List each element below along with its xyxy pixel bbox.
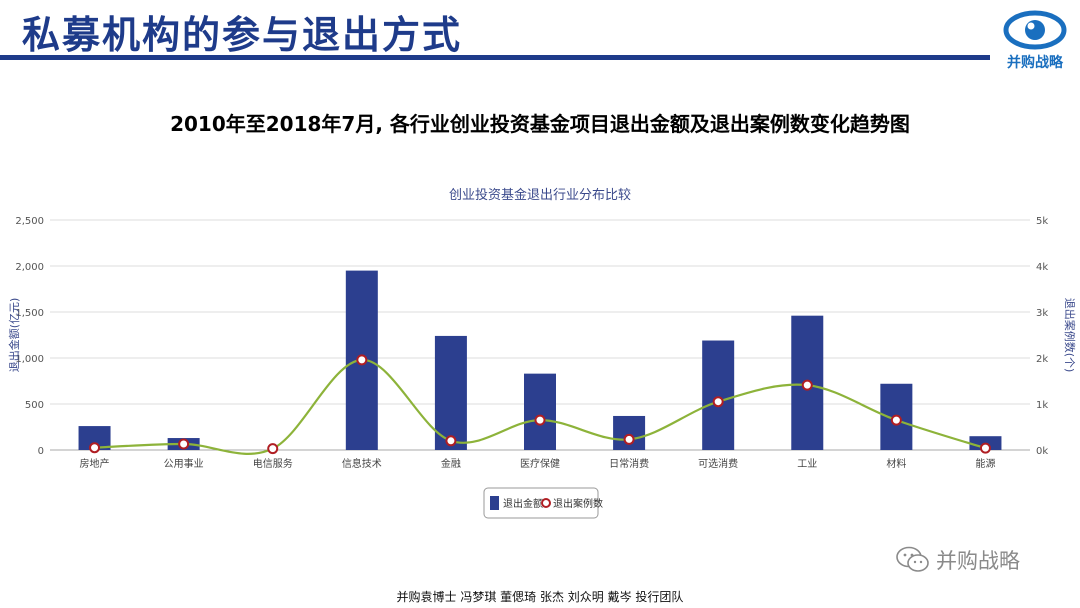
brand-logo: 并购战略	[995, 8, 1075, 71]
line-point	[89, 442, 101, 454]
x-tick-label: 可选消费	[698, 457, 738, 470]
logo-text: 并购战略	[1007, 55, 1063, 71]
line-point	[445, 435, 457, 447]
x-tick-label: 能源	[975, 457, 995, 470]
x-tick-label: 医疗保健	[520, 457, 560, 470]
x-tick-label: 日常消费	[609, 457, 649, 470]
line-point	[979, 442, 991, 454]
x-tick-label: 材料	[886, 457, 906, 470]
title-underline	[0, 55, 990, 60]
legend-bar-swatch	[490, 496, 499, 510]
line-point	[712, 396, 724, 408]
bar	[434, 335, 467, 450]
y2-tick-label: 0k	[1036, 446, 1048, 457]
credits: 并购袁博士 冯梦琪 董偲琦 张杰 刘众明 戴岑 投行团队	[396, 590, 684, 604]
y2-tick-label: 2k	[1036, 354, 1048, 365]
y2-tick-label: 3k	[1036, 308, 1048, 319]
chart-title: 创业投资基金退出行业分布比较	[449, 187, 631, 203]
y2-axis-title: 退出案例数(个)	[1063, 298, 1077, 373]
bar	[702, 340, 735, 450]
combo-chart: 创业投资基金退出行业分布比较 0 0k 500 1k 1,000 2k 1,500 3k 2,00…	[7, 187, 1077, 519]
y-axis-title: 退出金额(亿元)	[7, 298, 21, 373]
line-point	[623, 433, 635, 445]
chart-heading: 2010年至2018年7月, 各行业创业投资基金项目退出金额及退出案例数变化趋势…	[170, 112, 910, 136]
legend-bar-label: 退出金额	[503, 497, 543, 510]
y2-tick-label: 5k	[1036, 216, 1048, 227]
x-tick-label: 工业	[797, 458, 817, 470]
y-tick-label: 1,000	[15, 354, 44, 365]
y-tick-label: 0	[38, 446, 44, 457]
line-point	[534, 414, 546, 426]
bar	[524, 373, 556, 450]
slide-title: 私募机构的参与退出方式	[22, 13, 463, 57]
y2-tick-label: 4k	[1036, 262, 1048, 273]
line-point	[267, 443, 279, 455]
y-tick-label: 1,500	[15, 308, 44, 319]
y2-tick-label: 1k	[1036, 400, 1048, 411]
line-point	[356, 354, 368, 366]
line-point	[801, 379, 813, 391]
wechat-watermark: 并购战略	[896, 545, 1020, 575]
watermark-text: 并购战略	[936, 549, 1020, 573]
y-tick-label: 2,000	[15, 262, 44, 273]
bar	[78, 426, 111, 450]
y-tick-label: 500	[25, 400, 44, 411]
line-point	[178, 438, 190, 450]
x-tick-label: 公用事业	[164, 457, 204, 470]
x-tick-label: 信息技术	[342, 457, 382, 470]
legend-line-marker	[541, 498, 551, 508]
eye-icon	[1003, 10, 1067, 50]
legend-line-label: 退出案例数	[553, 497, 603, 510]
x-tick-label: 房地产	[80, 457, 110, 470]
wechat-icon	[896, 546, 929, 572]
y-tick-label: 2,500	[15, 216, 44, 227]
x-tick-label: 金融	[441, 457, 461, 470]
line-point	[890, 414, 902, 426]
x-tick-label: 电信服务	[253, 457, 293, 470]
line-series	[94, 358, 986, 455]
